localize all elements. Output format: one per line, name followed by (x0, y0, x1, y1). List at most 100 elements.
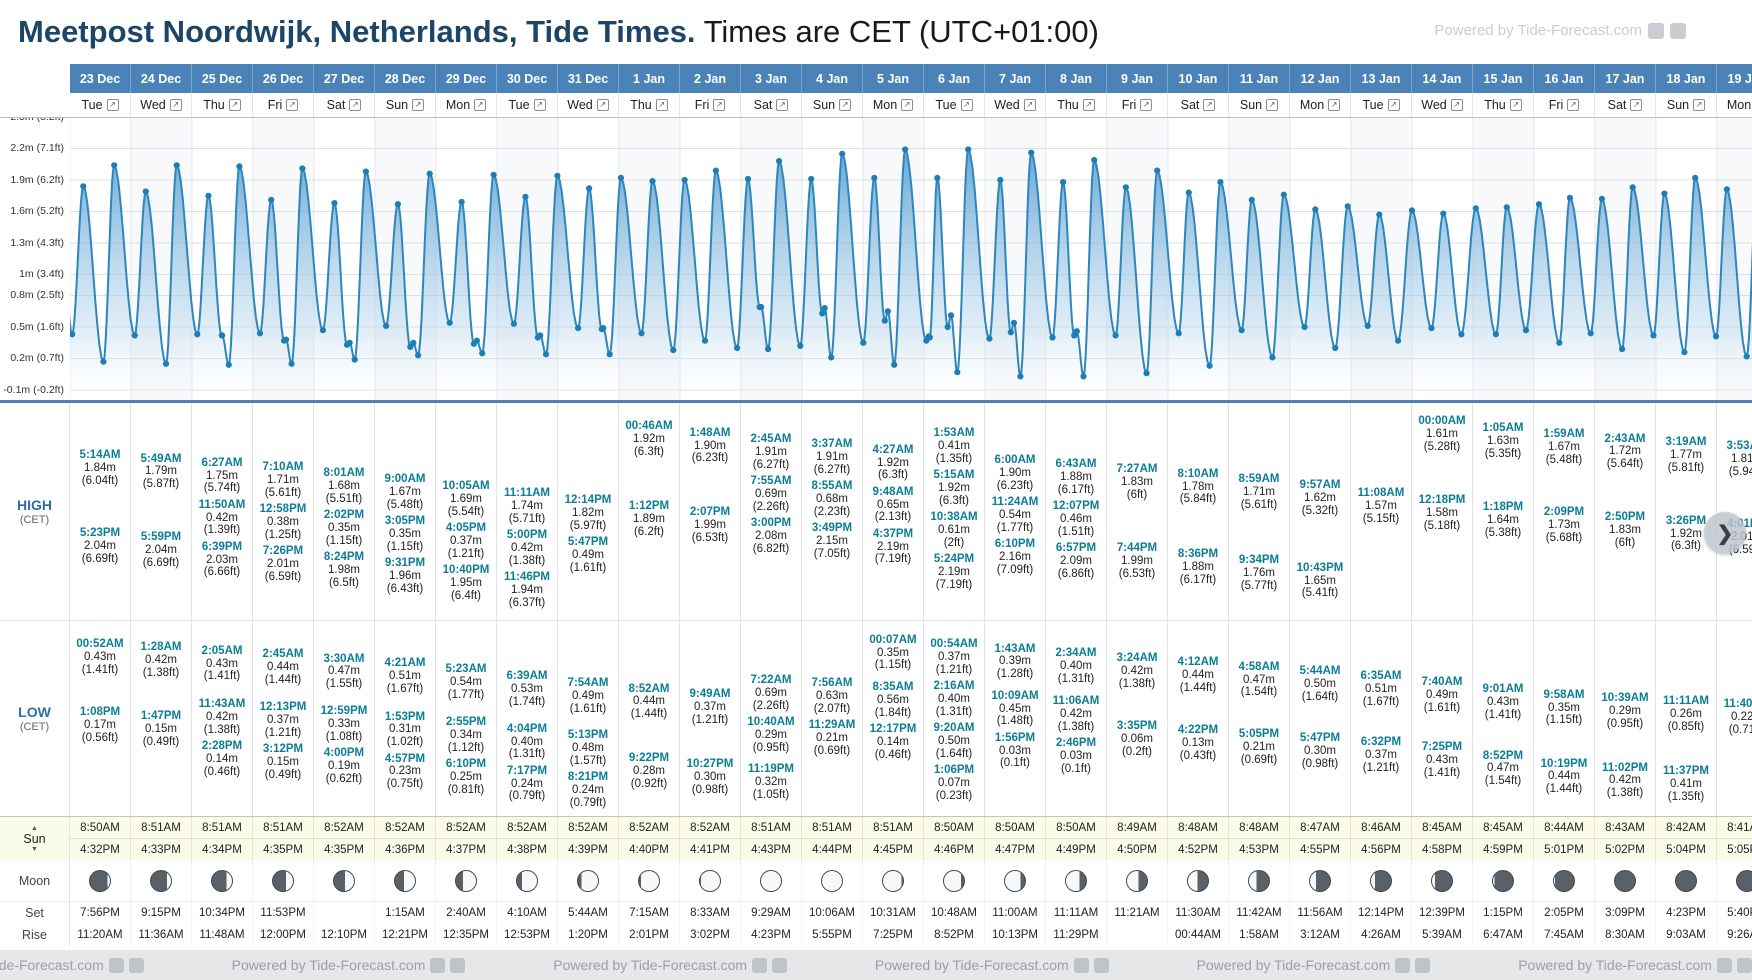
external-link-icon[interactable]: ↗ (713, 99, 726, 111)
external-link-icon[interactable]: ↗ (1328, 99, 1341, 111)
day-of-week-label: Tue (935, 98, 957, 112)
day-link[interactable]: Sat ↗ (1168, 93, 1229, 117)
external-link-icon[interactable]: ↗ (228, 99, 241, 111)
day-link[interactable]: Mon↗ (1290, 93, 1351, 117)
tide-height-m: 1.61m (1426, 427, 1458, 440)
external-link-icon[interactable]: ↗ (169, 99, 182, 111)
sunset-time: 4:37PM (446, 843, 486, 856)
day-link[interactable]: Thu ↗ (619, 93, 680, 117)
external-link-icon[interactable]: ↗ (474, 99, 487, 111)
day-link[interactable]: Wed ↗ (1412, 93, 1473, 117)
day-link[interactable]: Fri ↗ (1107, 93, 1168, 117)
tide-time: 1:59AM (1543, 427, 1585, 440)
day-link[interactable]: Tue ↗ (70, 93, 131, 117)
tide-height-m: 0.31m (389, 723, 421, 736)
moon-phase-icon (1370, 869, 1392, 892)
external-link-icon[interactable]: ↗ (1567, 99, 1580, 111)
sunrise-time: 8:52AM (375, 817, 435, 839)
external-link-icon[interactable]: ↗ (1387, 99, 1400, 111)
high-tide-cell: 00:00AM 1.61m (5.28ft) 12:18PM 1.58m (5.18ft) (1412, 403, 1473, 620)
tide-height-m: 1.68m (328, 479, 360, 492)
day-link[interactable]: Sat ↗ (741, 93, 802, 117)
day-link[interactable]: Tue ↗ (924, 93, 985, 117)
external-link-icon[interactable]: ↗ (1203, 99, 1216, 111)
tide-height-m: 0.43m (206, 657, 238, 670)
day-of-week-label: Mon (1726, 98, 1752, 112)
sunset-time: 4:44PM (812, 843, 852, 856)
tide-height-ft: (1.39ft) (203, 524, 241, 537)
day-link[interactable]: Mon↗ (863, 93, 924, 117)
external-link-icon[interactable]: ↗ (1509, 99, 1522, 111)
tide-entry: 5:13PM 0.48m (1.57ft) (558, 729, 618, 768)
day-link[interactable]: Tue ↗ (497, 93, 558, 117)
external-link-icon[interactable]: ↗ (412, 99, 425, 111)
low-tide-cell: 00:52AM 0.43m (1.41ft) 1:08PM 0.17m (0.56ft) (70, 621, 131, 816)
day-link[interactable]: Wed ↗ (131, 93, 192, 117)
day-link[interactable]: Mon↗ (436, 93, 497, 117)
external-link-icon[interactable]: ↗ (839, 99, 852, 111)
day-link[interactable]: Sat ↗ (1595, 93, 1656, 117)
external-link-icon[interactable]: ↗ (1266, 99, 1279, 111)
day-link[interactable]: Thu ↗ (192, 93, 253, 117)
day-link[interactable]: Tue ↗ (1351, 93, 1412, 117)
external-link-icon[interactable]: ↗ (655, 99, 668, 111)
day-link[interactable]: Fri ↗ (1534, 93, 1595, 117)
external-link-icon[interactable]: ↗ (596, 99, 609, 111)
day-link[interactable]: Fri ↗ (680, 93, 741, 117)
external-link-icon[interactable]: ↗ (1693, 99, 1706, 111)
high-tide-cell: 3:19AM 1.77m (5.81ft) 3:26PM 1.92m (6.3ft) (1656, 403, 1717, 620)
day-link[interactable]: Thu ↗ (1473, 93, 1534, 117)
day-link[interactable]: Sun ↗ (1229, 93, 1290, 117)
tide-height-m: 0.30m (1304, 745, 1336, 758)
moonset-time: 9:15PM (131, 902, 192, 924)
moon-phase-icon (394, 869, 416, 892)
external-link-icon[interactable]: ↗ (776, 99, 789, 111)
external-link-icon[interactable]: ↗ (1630, 99, 1643, 111)
external-link-icon[interactable]: ↗ (349, 99, 362, 111)
external-link-icon[interactable]: ↗ (901, 99, 914, 111)
external-link-icon[interactable]: ↗ (960, 99, 973, 111)
moon-phase-icon (1126, 869, 1148, 892)
tide-time: 1:56PM (994, 731, 1036, 744)
external-link-icon[interactable]: ↗ (1450, 99, 1463, 111)
day-of-week-label: Tue (81, 98, 103, 112)
tide-time: 6:39AM (506, 670, 548, 683)
sun-cell: 8:52AM 4:36PM (375, 817, 436, 860)
day-link[interactable]: Thu ↗ (1046, 93, 1107, 117)
day-link[interactable]: Wed ↗ (558, 93, 619, 117)
high-tide-cell: 9:00AM 1.67m (5.48ft) 3:05PM 0.35m (1.15ft) 9:… (375, 403, 436, 620)
day-link[interactable]: Sun ↗ (1656, 93, 1717, 117)
external-link-icon[interactable]: ↗ (533, 99, 546, 111)
day-link[interactable]: Sat ↗ (314, 93, 375, 117)
day-link[interactable]: Sun ↗ (802, 93, 863, 117)
low-tide-cell: 7:56AM 0.63m (2.07ft) 11:29AM 0.21m (0.69ft) (802, 621, 863, 816)
tide-height-m: 0.44m (267, 661, 299, 674)
date-header-cell: 4 Jan (802, 64, 863, 93)
tide-height-ft: (1.21ft) (264, 726, 302, 739)
external-link-icon[interactable]: ↗ (1140, 99, 1153, 111)
sunset-arrow-icon: ▼ (31, 845, 38, 853)
external-link-icon[interactable]: ↗ (1082, 99, 1095, 111)
external-link-icon[interactable]: ↗ (286, 99, 299, 111)
tide-time: 4:21AM (384, 657, 426, 670)
low-tide-cell: 1:43AM 0.39m (1.28ft) 10:09AM 0.45m (1.48ft) 1… (985, 621, 1046, 816)
tide-time: 8:55AM (811, 480, 853, 493)
tide-time: 4:00PM (323, 747, 365, 760)
moonrise-time: 11:48AM (192, 924, 253, 946)
scroll-right-button[interactable]: ❯ (1704, 512, 1746, 554)
external-link-icon[interactable]: ↗ (106, 99, 119, 111)
tide-height-ft: (1.84ft) (874, 706, 912, 719)
sun-cell: 8:46AM 4:56PM (1351, 817, 1412, 860)
tide-height-m: 0.03m (999, 744, 1031, 757)
tide-entry: 5:24PM 2.19m (7.19ft) (924, 553, 984, 592)
moon-phase-icon (638, 869, 660, 892)
day-link[interactable]: Wed ↗ (985, 93, 1046, 117)
date-header-cell: 16 Jan (1534, 64, 1595, 93)
low-tide-cell: 1:28AM 0.42m (1.38ft) 1:47PM 0.15m (0.49ft) (131, 621, 192, 816)
external-link-icon[interactable]: ↗ (1023, 99, 1036, 111)
day-link[interactable]: Mon↗ (1717, 93, 1752, 117)
day-link[interactable]: Fri ↗ (253, 93, 314, 117)
moon-phase-icon (89, 869, 111, 892)
low-tide-cell: 4:58AM 0.47m (1.54ft) 5:05PM 0.21m (0.69ft) (1229, 621, 1290, 816)
day-link[interactable]: Sun ↗ (375, 93, 436, 117)
